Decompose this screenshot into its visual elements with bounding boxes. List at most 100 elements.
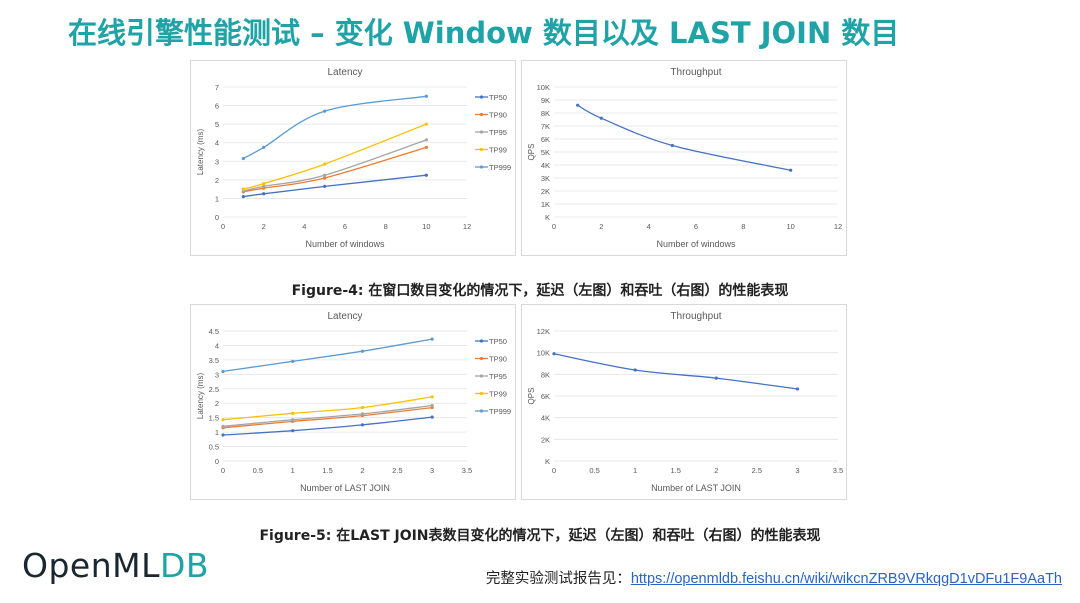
y-axis-label: Latency (ms) bbox=[196, 373, 205, 420]
x-tick-label: 2 bbox=[599, 222, 603, 231]
x-tick-label: 1.5 bbox=[322, 466, 332, 475]
data-point-tp999 bbox=[430, 337, 434, 341]
x-tick-label: 1 bbox=[633, 466, 637, 475]
report-link[interactable]: https://openmldb.feishu.cn/wiki/wikcnZRB… bbox=[630, 571, 1062, 587]
y-axis-label: QPS bbox=[527, 144, 536, 161]
data-point-tp999 bbox=[424, 94, 428, 98]
data-point-tp999 bbox=[262, 145, 266, 149]
data-point-tp95 bbox=[424, 138, 428, 142]
legend-marker-tp99 bbox=[479, 391, 484, 396]
x-tick-label: 2 bbox=[360, 466, 364, 475]
logo-main-text: OpenML bbox=[22, 546, 160, 585]
data-point-qps bbox=[670, 143, 674, 148]
data-point-tp99 bbox=[430, 395, 434, 399]
legend-label-tp999: TP999 bbox=[489, 407, 511, 416]
legend-marker-tp95 bbox=[479, 130, 484, 134]
slide-title: 在线引擎性能测试 – 变化 Window 数目以及 LAST JOIN 数目 bbox=[68, 16, 900, 50]
x-tick-label: 2 bbox=[262, 222, 266, 231]
series-line-tp99 bbox=[243, 123, 427, 190]
x-tick-label: 1.5 bbox=[670, 466, 680, 475]
x-axis-label: Number of windows bbox=[305, 239, 385, 249]
series-line-tp50 bbox=[243, 174, 427, 198]
x-tick-label: 0.5 bbox=[253, 466, 263, 475]
legend-marker-tp95 bbox=[479, 374, 484, 378]
x-tick-label: 6 bbox=[343, 222, 347, 231]
x-tick-label: 0 bbox=[221, 466, 225, 475]
openmldb-logo: OpenMLDB bbox=[22, 546, 209, 585]
legend-marker-tp90 bbox=[479, 112, 484, 117]
chart-panel-throughput-windows: Throughput K 1K 2K 3K 4K 5K 6K 7K 8K 9K 10K 0 2 4 6 8 10 1… bbox=[521, 60, 847, 256]
figure-4-caption: Figure-4: 在窗口数目变化的情况下，延迟（左图）和吞吐（右图）的性能表现 bbox=[291, 283, 789, 299]
x-tick-label: 3.5 bbox=[462, 466, 472, 475]
data-point-tp99 bbox=[424, 122, 428, 126]
y-tick-label: 2.5 bbox=[209, 385, 219, 394]
legend-marker-tp50 bbox=[479, 339, 484, 343]
legend-label-tp95: TP95 bbox=[489, 372, 507, 381]
data-point-qps bbox=[576, 103, 580, 107]
legend-marker-tp99 bbox=[479, 147, 484, 152]
data-point-tp50 bbox=[262, 192, 266, 196]
data-point-tp99 bbox=[221, 418, 225, 422]
x-axis-label: Number of windows bbox=[656, 239, 736, 249]
y-tick-label: 3 bbox=[215, 370, 219, 379]
x-tick-label: 0 bbox=[552, 466, 556, 475]
figure-5-caption: Figure-5: 在LAST JOIN表数目变化的情况下，延迟（左图）和吞吐（… bbox=[259, 528, 821, 544]
data-point-tp50 bbox=[221, 433, 225, 437]
data-point-tp999 bbox=[323, 109, 327, 113]
y-tick-label: 1 bbox=[215, 194, 219, 203]
series-line-tp90 bbox=[222, 406, 433, 429]
data-point-tp99 bbox=[241, 187, 245, 191]
x-tick-label: 8 bbox=[741, 222, 745, 231]
y-tick-label: K bbox=[545, 457, 550, 466]
x-tick-label: 0 bbox=[552, 222, 556, 231]
y-tick-label: 2K bbox=[541, 187, 550, 196]
y-tick-label: 1 bbox=[215, 428, 219, 437]
x-tick-label: 2.5 bbox=[392, 466, 402, 475]
legend-marker-tp50 bbox=[479, 95, 484, 99]
y-tick-label: 4.5 bbox=[209, 327, 219, 336]
data-point-qps bbox=[789, 168, 793, 172]
x-tick-label: 10 bbox=[786, 222, 794, 231]
y-tick-label: 5 bbox=[215, 120, 219, 129]
chart-panel-throughput-lastjoin: Throughput K 2K 4K 6K 8K 10K 12K 0 0.5 1 1.5 2 2.5 3 3.… bbox=[521, 304, 847, 500]
legend-marker-tp90 bbox=[479, 356, 484, 361]
y-tick-label: 3K bbox=[541, 174, 550, 183]
legend-label-tp95: TP95 bbox=[489, 128, 507, 137]
x-tick-label: 4 bbox=[302, 222, 306, 231]
x-axis-label: Number of LAST JOIN bbox=[300, 483, 390, 493]
y-tick-label: K bbox=[545, 213, 550, 222]
series-line-tp90 bbox=[243, 146, 427, 193]
data-point-tp999 bbox=[221, 369, 225, 374]
series-line-tp50 bbox=[222, 416, 433, 436]
y-tick-label: 8K bbox=[541, 370, 550, 379]
data-point-tp95 bbox=[262, 184, 266, 188]
chart-title: Throughput bbox=[670, 311, 721, 322]
series-line-tp999 bbox=[242, 95, 427, 160]
y-tick-label: 9K bbox=[541, 96, 550, 105]
data-point-qps bbox=[552, 352, 556, 356]
y-tick-label: 2K bbox=[541, 435, 550, 444]
data-point-tp50 bbox=[424, 173, 428, 177]
data-point-tp50 bbox=[323, 184, 327, 188]
y-tick-label: 8K bbox=[541, 109, 550, 118]
y-tick-label: 0.5 bbox=[209, 443, 219, 452]
x-tick-label: 3 bbox=[430, 466, 434, 475]
y-tick-label: 6 bbox=[215, 102, 219, 111]
series-line-qps bbox=[553, 353, 798, 390]
y-tick-label: 2 bbox=[215, 176, 219, 185]
y-axis-label: QPS bbox=[527, 388, 536, 405]
y-tick-label: 10K bbox=[537, 83, 550, 92]
data-point-tp90 bbox=[424, 145, 428, 149]
data-point-qps bbox=[633, 368, 637, 372]
x-tick-label: 10 bbox=[422, 222, 430, 231]
legend-label-tp90: TP90 bbox=[489, 355, 507, 364]
legend-marker-tp999 bbox=[479, 409, 484, 413]
x-tick-label: 1 bbox=[291, 466, 295, 475]
legend-label-tp99: TP99 bbox=[489, 146, 507, 155]
legend-marker-tp999 bbox=[479, 165, 484, 169]
data-point-tp50 bbox=[241, 194, 245, 199]
x-tick-label: 2.5 bbox=[752, 466, 762, 475]
y-tick-label: 3 bbox=[215, 157, 219, 166]
x-tick-label: 3.5 bbox=[833, 466, 843, 475]
x-tick-label: 6 bbox=[694, 222, 698, 231]
